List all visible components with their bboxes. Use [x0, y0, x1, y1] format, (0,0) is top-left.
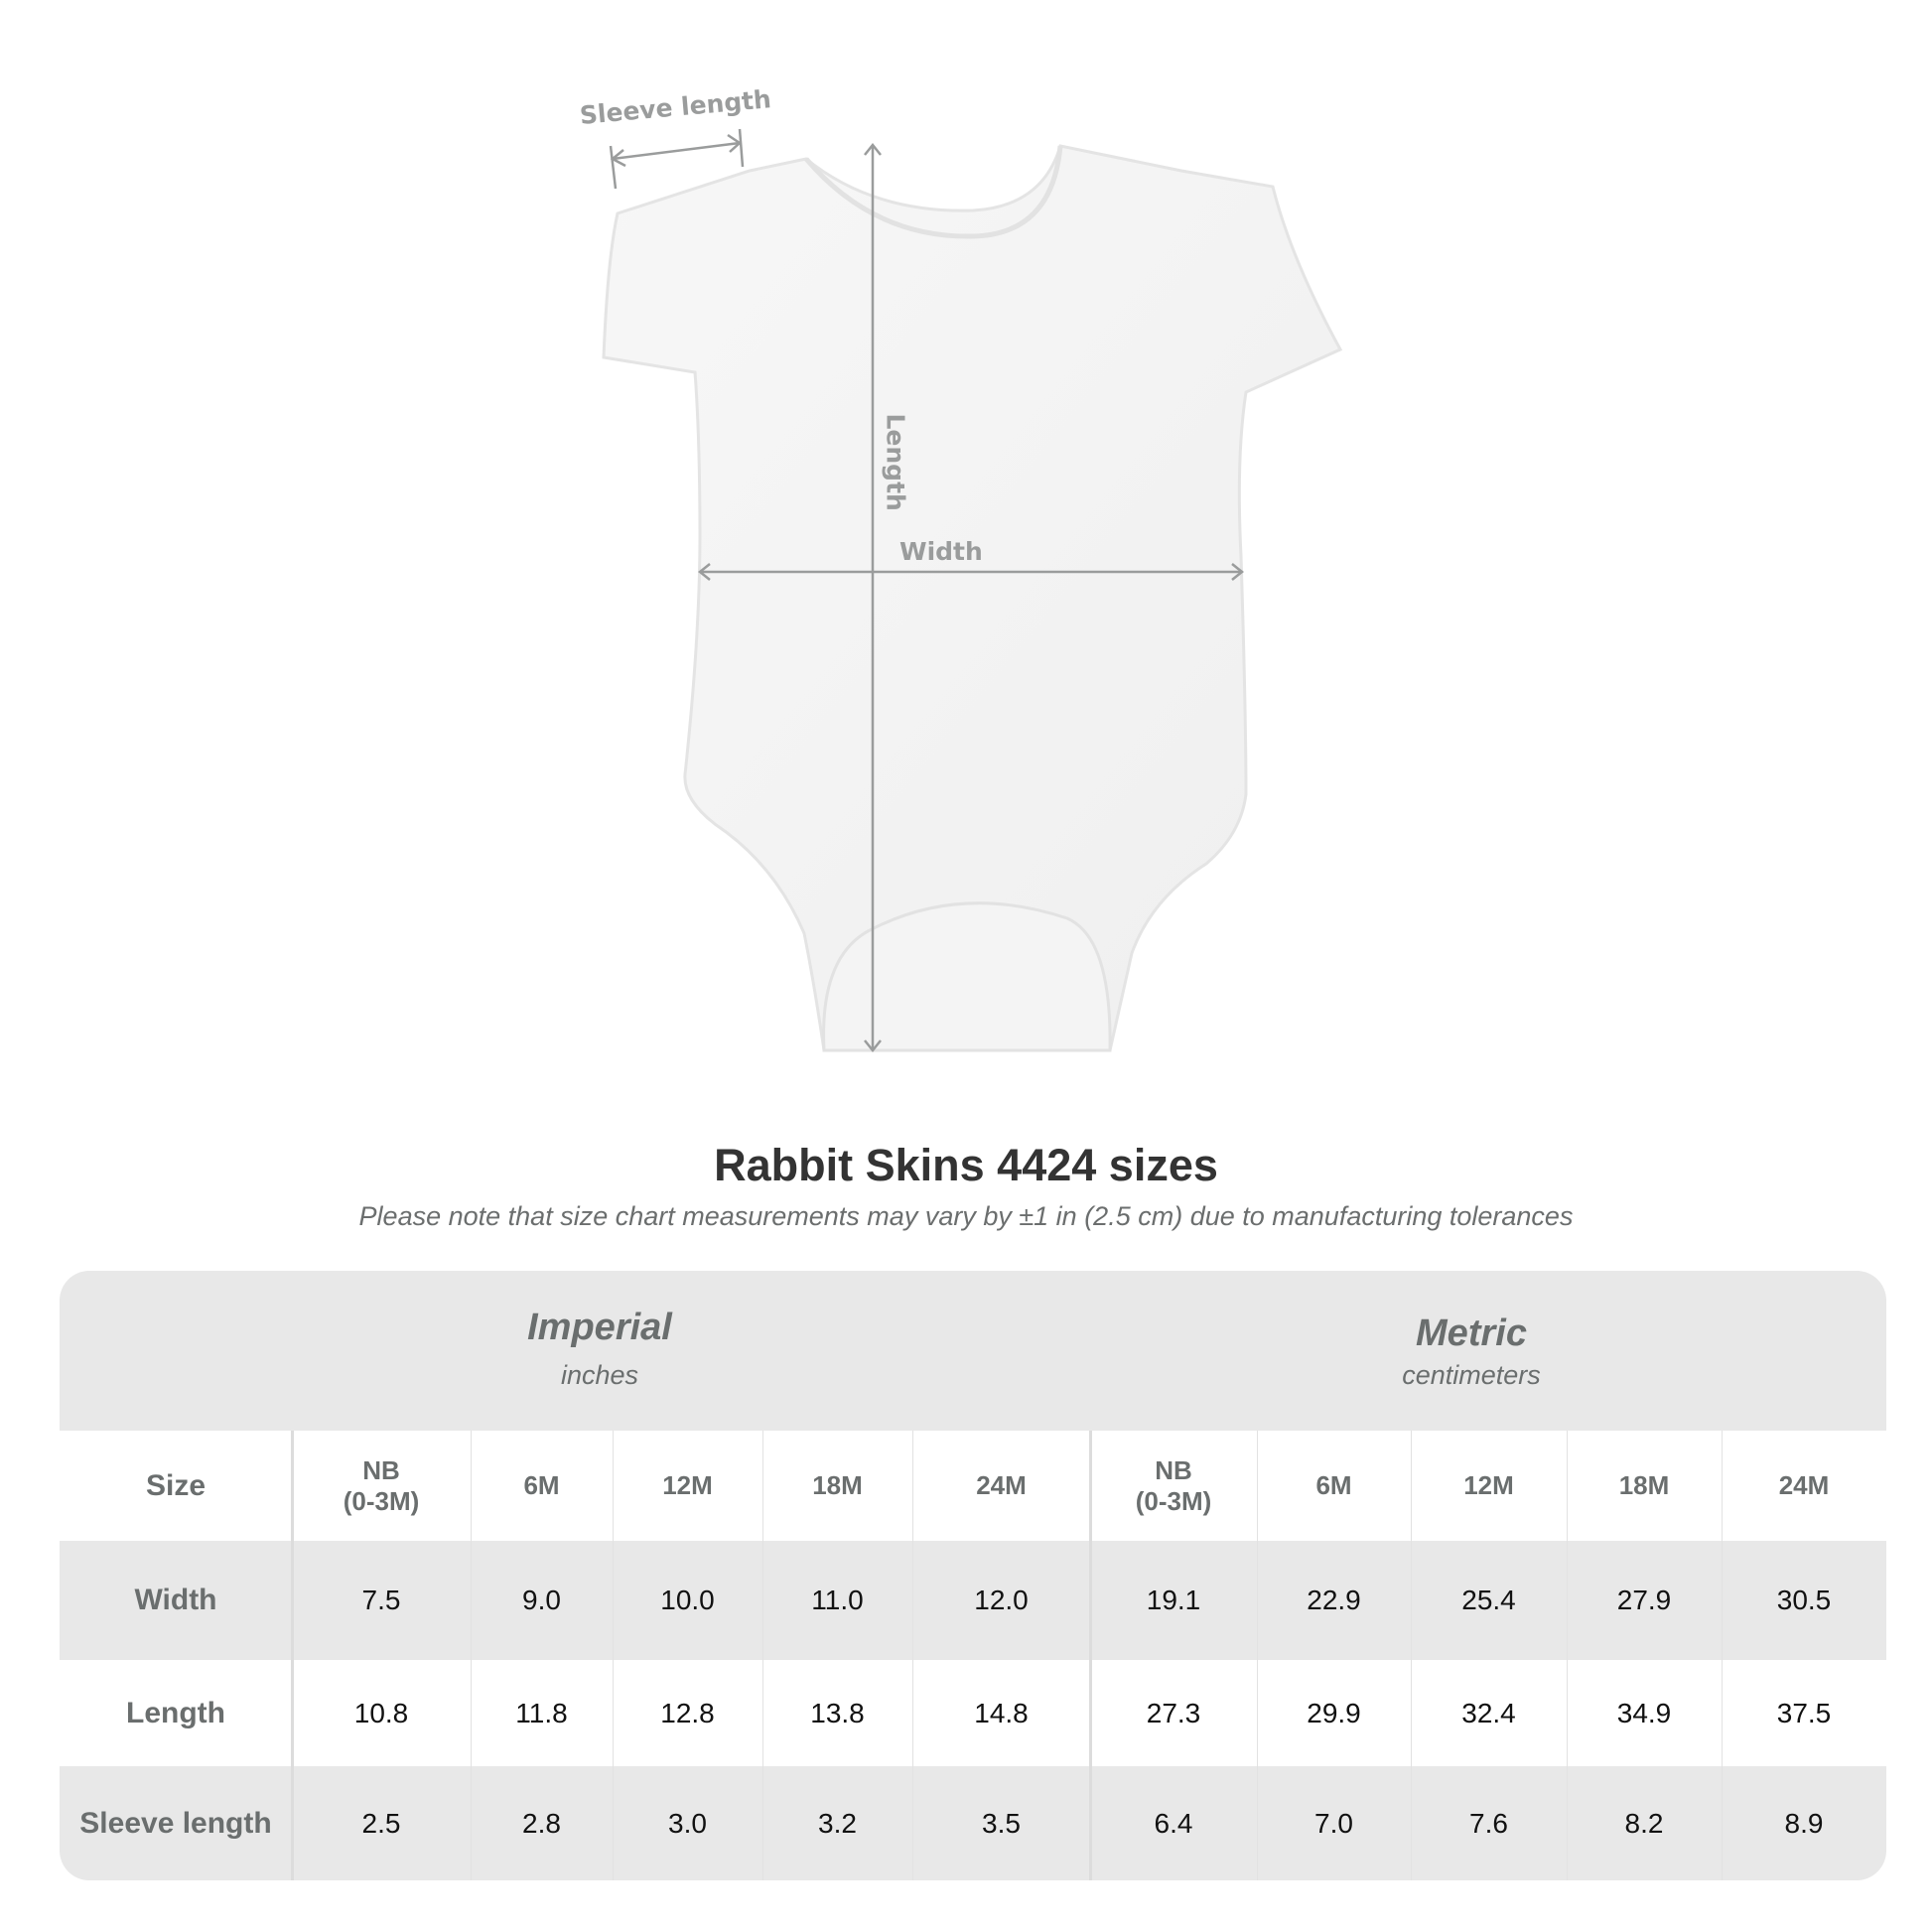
- metric-value-cell: 37.5: [1776, 1697, 1832, 1728]
- metric-size-header: 18M: [1618, 1470, 1670, 1500]
- width-label: Width: [899, 537, 983, 566]
- row-band-sleeve: [60, 1766, 1886, 1880]
- metric-value-cell: 27.9: [1616, 1585, 1672, 1615]
- size-header: Size: [145, 1468, 207, 1502]
- metric-value-cell: 22.9: [1307, 1585, 1361, 1615]
- imperial-value-cell: 11.0: [811, 1585, 864, 1615]
- imperial-title: Imperial: [527, 1307, 672, 1348]
- onesie-body: [602, 144, 1343, 1052]
- width-arrow: [697, 563, 1245, 581]
- column-divider: [1411, 1431, 1412, 1880]
- imperial-size-header: NB (0-3M): [343, 1454, 420, 1516]
- imperial-value-cell: 3.0: [668, 1807, 707, 1839]
- metric-value-cell: 30.5: [1776, 1585, 1832, 1615]
- metric-unit: centimeters: [1402, 1360, 1541, 1390]
- metric-size-header: 6M: [1315, 1470, 1352, 1500]
- row-label: Sleeve length: [79, 1806, 272, 1840]
- row-band-width: [60, 1541, 1886, 1660]
- row-label: Length: [126, 1696, 225, 1729]
- metric-value-cell: 29.9: [1307, 1697, 1361, 1728]
- imperial-size-header: 12M: [662, 1470, 713, 1500]
- metric-value-cell: 7.6: [1469, 1807, 1508, 1839]
- metric-value-cell: 6.4: [1154, 1807, 1193, 1839]
- onesie-diagram: [602, 128, 1343, 1053]
- metric-value-cell: 32.4: [1461, 1697, 1516, 1728]
- metric-size-header: 12M: [1463, 1470, 1514, 1500]
- imperial-size-header: 6M: [523, 1470, 560, 1500]
- metric-value-cell: 27.3: [1146, 1697, 1201, 1728]
- imperial-value-cell: 7.5: [361, 1585, 401, 1615]
- imperial-value-cell: 13.8: [810, 1697, 865, 1728]
- imperial-value-cell: 12.0: [974, 1585, 1029, 1615]
- imperial-value-cell: 10.0: [660, 1585, 715, 1615]
- size-table: Imperial inches Metric centimeters Size N…: [60, 1271, 1886, 1880]
- column-divider: [1567, 1431, 1568, 1880]
- tolerance-note: Please note that size chart measurements…: [358, 1201, 1574, 1231]
- column-divider: [912, 1431, 913, 1880]
- length-label: Length: [881, 413, 910, 511]
- imperial-value-cell: 2.5: [361, 1807, 401, 1839]
- imperial-value-cell: 2.8: [522, 1807, 561, 1839]
- header-band: [60, 1271, 1886, 1431]
- row-label: Width: [134, 1584, 217, 1616]
- imperial-value-cell: 3.5: [982, 1807, 1021, 1839]
- imperial-value-cell: 10.8: [353, 1697, 409, 1728]
- metric-value-cell: 25.4: [1461, 1585, 1516, 1615]
- column-divider: [1722, 1431, 1723, 1880]
- column-divider: [471, 1431, 472, 1880]
- imperial-size-header: 24M: [976, 1470, 1027, 1500]
- imperial-value-cell: 12.8: [660, 1697, 715, 1728]
- imperial-value-cell: 14.8: [974, 1697, 1029, 1728]
- metric-size-header: NB (0-3M): [1135, 1454, 1212, 1516]
- sleeve-length-arrow: [609, 128, 745, 190]
- imperial-value-cell: 9.0: [522, 1585, 561, 1615]
- onesie-collar: [804, 145, 1063, 239]
- metric-value-cell: 8.2: [1624, 1807, 1664, 1839]
- metric-value-cell: 34.9: [1616, 1697, 1672, 1728]
- column-divider: [762, 1431, 763, 1880]
- metric-size-header: 24M: [1778, 1470, 1830, 1500]
- column-divider: [613, 1431, 614, 1880]
- column-divider: [291, 1431, 294, 1880]
- imperial-value-cell: 3.2: [818, 1807, 857, 1839]
- metric-value-cell: 8.9: [1784, 1807, 1824, 1839]
- length-arrow: [864, 142, 882, 1053]
- imperial-unit: inches: [560, 1360, 639, 1390]
- onesie-crotch-flap: [822, 901, 1112, 1052]
- page-title: Rabbit Skins 4424 sizes: [714, 1140, 1218, 1190]
- metric-value-cell: 19.1: [1146, 1585, 1201, 1615]
- imperial-value-cell: 11.8: [515, 1697, 568, 1728]
- column-divider: [1257, 1431, 1258, 1880]
- imperial-size-header: 18M: [812, 1470, 863, 1500]
- metric-value-cell: 7.0: [1314, 1807, 1353, 1839]
- metric-title: Metric: [1416, 1312, 1527, 1354]
- column-divider: [1089, 1431, 1092, 1880]
